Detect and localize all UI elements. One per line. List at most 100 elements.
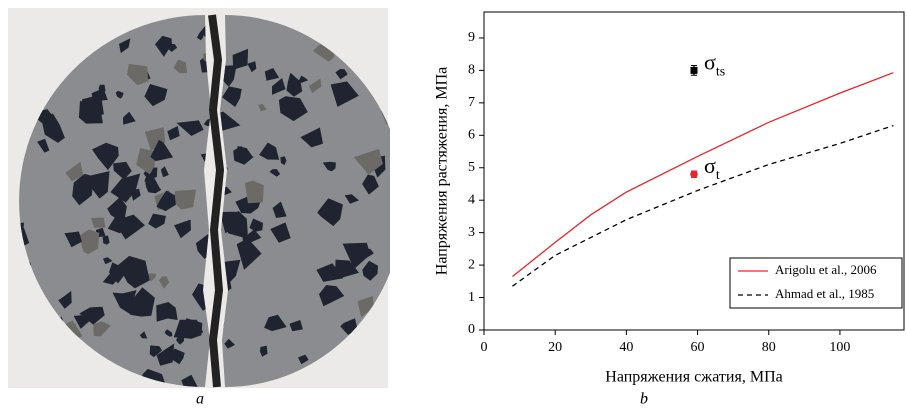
aggregate — [102, 235, 110, 245]
aggregate — [362, 260, 378, 281]
aggregate — [107, 197, 127, 224]
point — [690, 66, 698, 74]
aggregate — [129, 287, 155, 317]
y-tick-label: 9 — [468, 30, 475, 45]
aggregate — [110, 173, 141, 203]
aggregate — [64, 231, 82, 248]
plot-frame — [483, 11, 905, 331]
point-subscript: ts — [716, 65, 725, 80]
y-tick-label: 8 — [468, 63, 475, 78]
aggregate — [353, 148, 383, 175]
aggregate — [278, 96, 308, 122]
point-symbol: σ — [704, 49, 716, 74]
aggregate — [342, 242, 371, 269]
aggregate — [72, 173, 94, 206]
aggregate — [269, 169, 281, 177]
aggregate — [334, 259, 359, 279]
y-tick-label: 7 — [468, 95, 475, 110]
point-subscript: t — [716, 168, 720, 183]
aggregate — [317, 198, 343, 227]
aggregate — [113, 214, 145, 240]
x-axis-label: Напряжения сжатия, МПа — [605, 369, 782, 386]
aggregate — [236, 238, 262, 270]
aggregate — [181, 374, 203, 387]
aggregate — [244, 180, 264, 204]
aggregate — [58, 290, 72, 309]
aggregate — [156, 343, 175, 366]
aggregate — [164, 329, 173, 337]
x-tick-label: 20 — [548, 340, 562, 355]
aggregate — [259, 142, 280, 160]
aggregate — [172, 189, 196, 210]
aggregate — [113, 161, 132, 180]
aggregate — [167, 126, 180, 141]
y-tick-label: 2 — [468, 257, 475, 272]
aggregate — [159, 276, 170, 289]
aggregate — [220, 211, 243, 234]
aggregate — [127, 63, 149, 86]
aggregate — [150, 139, 174, 162]
aggregate — [176, 120, 204, 136]
aggregate — [42, 113, 65, 143]
panel-label: b — [640, 391, 648, 408]
aggregate — [272, 78, 286, 95]
y-tick-label: 3 — [468, 225, 475, 240]
point-label: σts — [704, 49, 725, 79]
aggregate — [118, 255, 150, 289]
aggregate — [145, 175, 160, 189]
aggregate — [196, 30, 204, 41]
x-tick-label: 60 — [691, 340, 705, 355]
aggregate — [232, 48, 249, 70]
aggregate — [119, 38, 131, 54]
aggregate — [144, 84, 168, 107]
aggregate — [298, 354, 309, 365]
aggregate — [65, 161, 84, 182]
aggregate — [264, 68, 280, 81]
aggregate — [88, 171, 110, 199]
aggregate — [79, 229, 100, 255]
chart: 0 20 40 60 80 100 0 1 2 3 4 5 6 7 8 9 Напряжения сжатия,… — [434, 11, 905, 386]
panel-label: a — [196, 391, 204, 408]
aggregate — [148, 213, 166, 229]
aggregate — [136, 148, 156, 175]
series-line — [512, 124, 894, 287]
aggregate — [246, 229, 262, 243]
aggregate — [298, 75, 309, 83]
y-axis-label: Напряжения растяжения, МПа — [434, 67, 451, 275]
aggregate — [176, 334, 185, 345]
legend-label: Ahmad et al., 1985 — [775, 286, 874, 301]
aggregate — [156, 302, 178, 322]
aggregate — [272, 201, 287, 218]
aggregate — [335, 69, 348, 80]
aggregate — [259, 345, 268, 357]
aggregate — [156, 190, 176, 212]
aggregate — [160, 166, 169, 178]
crack — [208, 14, 225, 388]
y-tick-label: 4 — [468, 192, 475, 207]
aggregate — [300, 127, 323, 148]
aggregate — [357, 296, 374, 318]
point — [690, 170, 698, 179]
x-tick-label: 100 — [829, 340, 850, 355]
aggregate — [98, 84, 106, 94]
legend-box — [729, 257, 903, 309]
series-line — [512, 72, 894, 277]
aggregate — [322, 161, 336, 172]
aggregate — [270, 222, 291, 243]
aggregate — [115, 90, 124, 99]
y-tick-label: 5 — [468, 160, 475, 175]
aggregate — [247, 61, 257, 73]
aggregate — [289, 320, 303, 332]
aggregate — [102, 268, 119, 285]
aggregate — [220, 111, 241, 132]
aggregate — [264, 314, 287, 332]
aggregate — [112, 290, 137, 315]
aggregate — [93, 321, 111, 337]
aggregate — [258, 103, 267, 112]
aggregate — [249, 218, 263, 232]
x-tick-label: 0 — [481, 340, 488, 355]
x-tick-label: 80 — [762, 340, 776, 355]
aggregate — [123, 111, 136, 125]
aggregate — [73, 314, 90, 329]
